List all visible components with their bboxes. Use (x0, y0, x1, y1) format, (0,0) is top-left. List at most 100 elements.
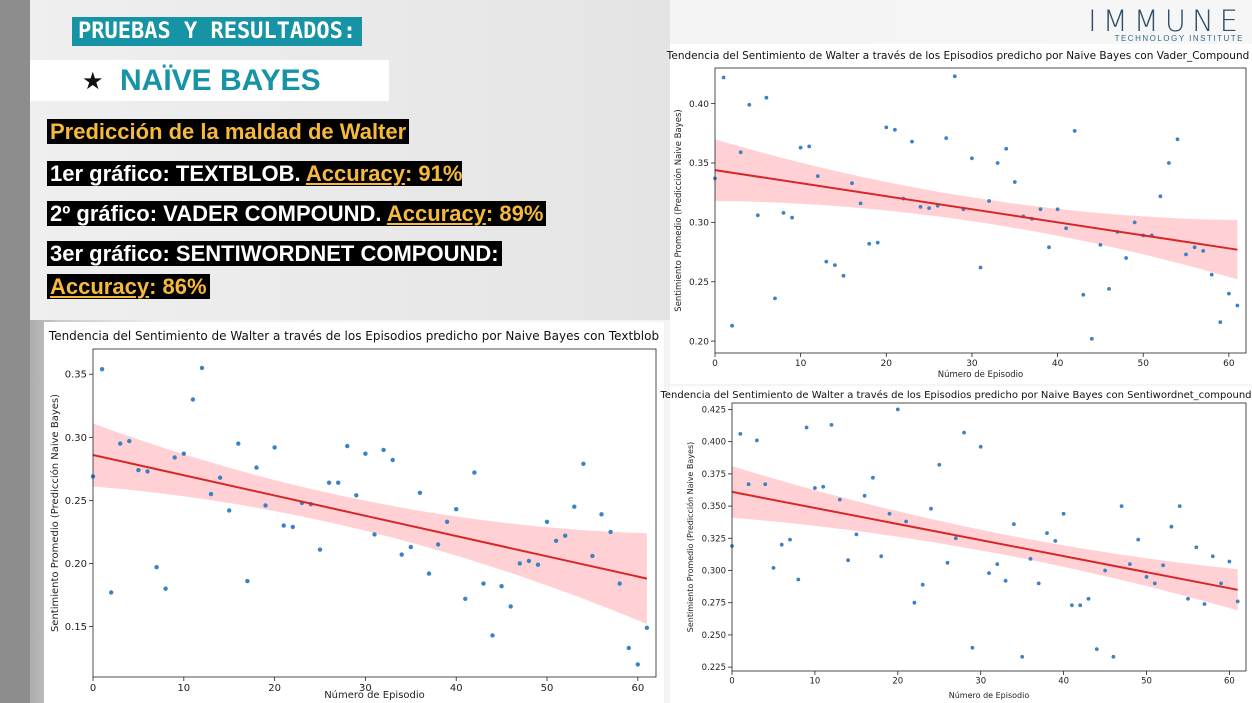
data-point (1227, 291, 1231, 296)
data-point (813, 486, 817, 490)
data-point (912, 600, 917, 605)
data-point (1047, 245, 1051, 250)
data-point (796, 577, 801, 582)
x-tick-label: 40 (450, 683, 463, 694)
x-tick-label: 50 (541, 683, 554, 694)
plot-frame (731, 402, 1247, 672)
data-point (721, 75, 726, 80)
data-point (995, 161, 1000, 165)
x-tick-label: 30 (966, 359, 978, 369)
data-point (1070, 603, 1074, 608)
x-tick-label: 20 (881, 359, 893, 369)
data-point (608, 529, 613, 535)
y-axis-label: Sentimiento Promedio (Predicción Naive B… (49, 394, 61, 632)
x-tick-label: 20 (892, 677, 903, 687)
data-point (1061, 511, 1066, 516)
accuracy-word: Accuracy (386, 201, 486, 226)
data-point (463, 596, 468, 601)
data-point (1119, 504, 1124, 508)
data-point (858, 201, 863, 206)
data-point (952, 74, 957, 79)
y-tick-label: 0.25 (65, 496, 87, 507)
x-axis-label: Número de Episodio (938, 370, 1024, 380)
left-accent-bar (0, 0, 30, 703)
data-point (1210, 554, 1215, 559)
data-point (944, 136, 949, 140)
data-point (1202, 602, 1207, 606)
x-tick-label: 10 (795, 359, 807, 369)
y-axis-label: Sentimiento Promedio (Predicción Naive B… (673, 109, 684, 311)
data-point (572, 504, 577, 509)
accuracy-word: Accuracy (305, 161, 405, 186)
x-tick-label: 0 (712, 359, 718, 369)
data-point (435, 542, 441, 547)
y-tick-label: 0.20 (689, 337, 709, 347)
chart-sentiwordnet: Tendencia del Sentimiento de Walter a tr… (659, 386, 1252, 703)
data-point (1167, 161, 1171, 165)
data-point (755, 213, 760, 218)
data-point (779, 542, 784, 547)
data-point (1036, 581, 1041, 586)
data-point (1158, 194, 1163, 199)
y-tick-label: 0.30 (689, 219, 709, 229)
data-point (995, 562, 1000, 566)
data-point (254, 465, 259, 470)
data-point (336, 480, 341, 485)
x-axis-label: Número de Episodio (949, 691, 1030, 700)
data-point (118, 441, 123, 446)
data-point (499, 584, 504, 589)
text-panel (30, 0, 670, 320)
subtitle-box: ★ NAÏVE BAYES (30, 60, 389, 101)
data-point (1128, 562, 1132, 566)
data-point (1169, 524, 1174, 529)
data-point (1175, 137, 1180, 142)
plot-frame (92, 348, 657, 678)
data-point (517, 561, 522, 566)
data-point (354, 493, 359, 498)
data-point (738, 432, 743, 436)
data-point (824, 259, 829, 264)
data-point (1124, 256, 1128, 260)
regression-line (731, 490, 1238, 591)
data-point (887, 511, 892, 516)
x-tick-label: 30 (359, 683, 372, 694)
data-point (317, 547, 323, 552)
data-point (884, 125, 889, 130)
data-point (987, 199, 991, 203)
data-point (821, 484, 826, 489)
data-point (1094, 647, 1099, 651)
y-tick-label: 0.250 (702, 631, 726, 641)
y-tick-label: 0.15 (65, 622, 87, 633)
y-tick-label: 0.400 (702, 438, 726, 448)
data-point (1235, 303, 1240, 308)
data-point (526, 558, 532, 564)
data-point (879, 554, 884, 559)
y-tick-label: 0.20 (65, 559, 87, 570)
x-axis-label: Número de Episodio (324, 689, 425, 701)
data-point (920, 582, 925, 587)
sentiwordnet-accuracy: : 86% (149, 274, 207, 299)
data-point (181, 451, 186, 456)
data-point (970, 156, 974, 161)
data-point (730, 323, 734, 328)
data-point (893, 127, 897, 132)
data-point (399, 552, 404, 557)
data-point (1098, 243, 1103, 247)
data-point (945, 560, 950, 565)
data-point (929, 506, 933, 511)
data-point (426, 571, 432, 576)
data-point (553, 538, 559, 543)
data-point (1194, 545, 1199, 550)
chart-title: Tendencia del Sentimiento de Walter a tr… (659, 389, 1251, 401)
y-tick-label: 0.30 (65, 433, 87, 444)
x-tick-label: 40 (1058, 677, 1069, 687)
data-point (190, 397, 196, 402)
data-point (970, 645, 975, 650)
data-point (1055, 207, 1060, 212)
data-point (1132, 220, 1137, 225)
data-point (875, 240, 880, 245)
data-point (163, 586, 168, 591)
data-point (798, 145, 803, 150)
data-point (937, 462, 942, 467)
data-point (272, 445, 277, 450)
